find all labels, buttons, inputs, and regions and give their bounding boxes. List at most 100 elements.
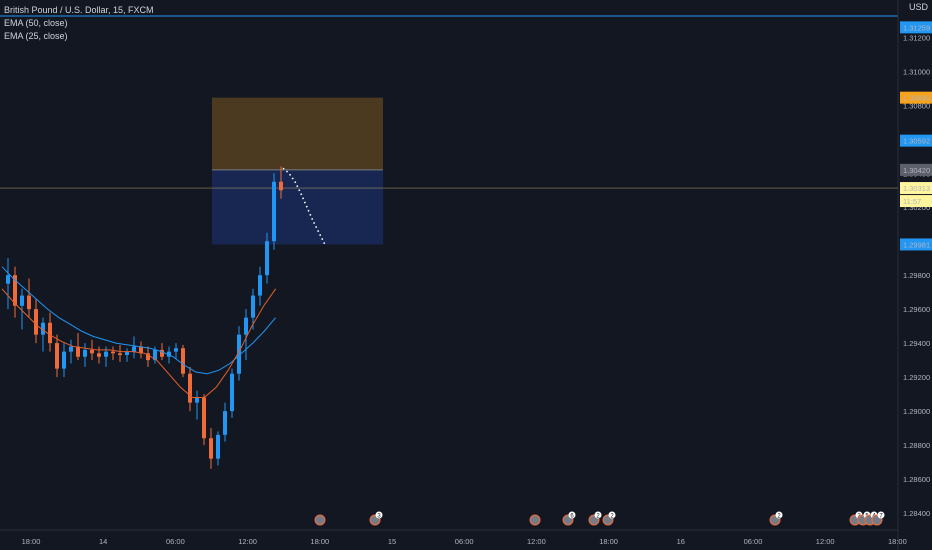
tag-entry-bg: [900, 163, 932, 176]
candle-body: [111, 351, 115, 354]
ema50-label: EMA (50, close): [4, 18, 68, 28]
tag-stop: 1.29981: [903, 240, 930, 249]
candle-body: [153, 349, 157, 361]
candle-body: [62, 351, 66, 369]
event-marker-count: 2: [610, 514, 614, 520]
candle-body: [48, 322, 52, 344]
candle-body: [188, 373, 192, 403]
tag-upper: 1.30592: [903, 137, 930, 146]
stop-zone: [212, 169, 383, 245]
currency-label[interactable]: USD: [908, 2, 928, 12]
candle-body: [174, 348, 178, 352]
candle-body: [104, 351, 108, 357]
ema50-line: [1, 266, 276, 375]
candle-body: [202, 397, 206, 439]
event-marker-count: 2: [596, 514, 600, 520]
price-tick-label: 1.29600: [903, 305, 930, 314]
ema25-line: [1, 288, 277, 398]
price-tick-label: 1.29200: [903, 373, 930, 382]
candle-body: [13, 275, 17, 306]
candle-body: [76, 346, 80, 357]
price-tick-label: 1.28800: [903, 441, 930, 450]
candle-body: [223, 411, 227, 435]
event-marker: [314, 514, 326, 526]
event-marker-count-bg: [375, 511, 383, 519]
candle-body: [209, 438, 213, 459]
price-tick-label: 1.29800: [903, 271, 930, 280]
event-marker-count-bg: [877, 511, 885, 519]
candle-body: [230, 373, 234, 412]
candle-body: [181, 348, 185, 374]
event-marker-count: 2: [777, 514, 781, 520]
candle-body: [34, 309, 38, 335]
time-tick-label: 06:00: [455, 537, 474, 546]
candle-body: [195, 397, 199, 403]
candle-body: [258, 275, 262, 296]
ema25-label: EMA (25, close): [4, 31, 68, 41]
tag-countdown-bg: [900, 195, 932, 208]
candle-body: [118, 353, 122, 356]
price-tick-label: 1.30800: [903, 101, 930, 110]
time-tick-label: 12:00: [527, 537, 546, 546]
time-tick-label: 18:00: [310, 537, 329, 546]
candle-body: [251, 295, 255, 318]
candle-body: [132, 346, 136, 352]
target-zone: [212, 97, 383, 170]
candle-body: [216, 434, 220, 459]
event-marker-count: 3: [377, 514, 381, 520]
tag-top-bg: [900, 21, 932, 34]
time-tick-label: 18:00: [888, 537, 907, 546]
time-tick-label: 12:00: [238, 537, 257, 546]
candle-body: [244, 317, 248, 335]
event-marker-count-bg: [608, 511, 616, 519]
price-tick-label: 1.30200: [903, 203, 930, 212]
price-tick-label: 1.31000: [903, 67, 930, 76]
time-tick-label: 18:00: [599, 537, 618, 546]
time-tick-label: 15: [388, 537, 396, 546]
symbol-title: British Pound / U.S. Dollar, 15, FXCM: [4, 5, 154, 15]
tag-countdown: 11:57: [903, 197, 921, 206]
event-marker-count-bg: [568, 511, 576, 519]
candle-body: [69, 346, 73, 352]
tag-target: 1.30845: [903, 94, 930, 103]
event-marker-count-bg: [594, 511, 602, 519]
tag-upper-bg: [900, 134, 932, 147]
time-tick-label: 18:00: [22, 537, 41, 546]
candle-body: [139, 346, 143, 354]
tag-entry: 1.30420: [903, 166, 930, 175]
event-marker-count: 7: [879, 514, 883, 520]
candle-body: [167, 351, 171, 357]
price-tick-label: 1.28600: [903, 475, 930, 484]
time-tick-label: 12:00: [816, 537, 835, 546]
tag-current: 1.30313: [903, 184, 930, 193]
candle-body: [90, 349, 94, 354]
candle-body: [27, 295, 31, 310]
tag-current-bg: [900, 182, 932, 195]
tag-top: 1.31259: [903, 23, 930, 32]
candle-body: [6, 275, 10, 284]
time-tick-label: 06:00: [744, 537, 763, 546]
candle-body: [125, 351, 129, 356]
projection-path: [282, 167, 326, 245]
price-tick-label: 1.29400: [903, 339, 930, 348]
price-tick-label: 1.31200: [903, 33, 930, 42]
time-tick-label: 16: [677, 537, 685, 546]
event-marker-count: 6: [570, 514, 574, 520]
candle-body: [41, 322, 45, 335]
candle-body: [97, 353, 101, 357]
candle-body: [237, 334, 241, 374]
candle-body: [55, 343, 59, 369]
price-tick-label: 1.29000: [903, 407, 930, 416]
price-tick-label: 1.28400: [903, 509, 930, 518]
time-tick-label: 14: [99, 537, 107, 546]
event-marker: [529, 514, 541, 526]
candle-body: [146, 353, 150, 361]
tag-stop-bg: [900, 238, 932, 251]
candle-body: [160, 349, 164, 357]
candle-body: [279, 181, 283, 191]
candle-body: [272, 181, 276, 242]
chart-legend: British Pound / U.S. Dollar, 15, FXCM EM…: [4, 4, 154, 43]
time-tick-label: 06:00: [166, 537, 185, 546]
tag-target-bg: [900, 91, 932, 104]
